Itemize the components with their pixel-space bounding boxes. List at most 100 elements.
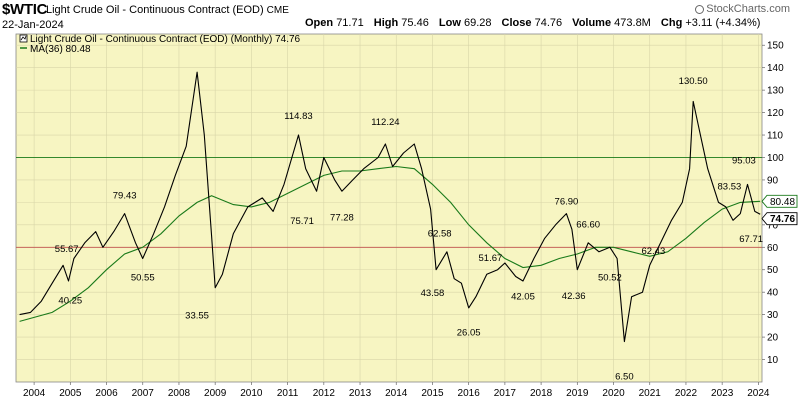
legend: Light Crude Oil - Continuous Contract (E… <box>19 34 301 55</box>
price-label: 83.53 <box>718 181 742 192</box>
price-label: 6.50 <box>615 371 634 382</box>
volume-label: Volume <box>572 17 612 29</box>
price-label: 50.55 <box>131 273 155 284</box>
price-labels: 55.67 40.25 79.43 50.55 33.55 114.83 75.71 77.2… <box>55 76 763 382</box>
legend-price-text: Light Crude Oil - Continuous Contract (E… <box>30 34 301 45</box>
y-tick-label: 10 <box>767 355 779 366</box>
close-value: 74.76 <box>534 17 563 29</box>
y-tick-label: 120 <box>767 108 784 119</box>
x-tick-label: 2023 <box>711 388 734 399</box>
symbol: $WTIC <box>2 1 48 18</box>
contract-description: Light Crude Oil - Continuous Contract (E… <box>46 4 289 16</box>
ma-price-tag-box <box>761 194 798 208</box>
x-tick-label: 2022 <box>675 388 698 399</box>
price-label: 62.58 <box>428 228 452 239</box>
high-label: High <box>373 17 399 29</box>
x-tick-label: 2021 <box>639 388 662 399</box>
x-tick-label: 2017 <box>494 388 517 399</box>
price-label: 43.58 <box>421 288 445 299</box>
price-label: 77.28 <box>330 212 354 223</box>
y-tick-label: 150 <box>767 41 784 52</box>
y-tick-label: 40 <box>767 288 779 299</box>
y-tick-label: 60 <box>767 243 779 254</box>
legend-price-icon <box>20 35 27 41</box>
x-tick-label: 2018 <box>530 388 553 399</box>
y-tick-label: 140 <box>767 63 784 74</box>
legend-price: Light Crude Oil - Continuous Contract (E… <box>19 34 301 45</box>
volume-value: 473.8M <box>614 17 651 29</box>
price-label: 75.71 <box>290 216 314 227</box>
close-label: Close <box>501 17 532 29</box>
series-layer <box>19 71 761 343</box>
date: 22-Jan-2024 <box>2 19 64 31</box>
y-tick-label: 90 <box>767 175 779 186</box>
x-tick-label: 2015 <box>421 388 444 399</box>
description-text: Light Crude Oil - Continuous Contract (E… <box>46 4 264 16</box>
ma-price-tag-text: 80.48 <box>770 197 795 208</box>
legend-price-swatch <box>19 34 28 43</box>
price-label: 42.05 <box>511 292 535 303</box>
logo-icon <box>695 5 705 14</box>
x-tick-label: 2006 <box>95 388 118 399</box>
x-tick-label: 2024 <box>747 388 770 399</box>
horizontal-reference-lines <box>16 157 762 248</box>
price-label: 76.90 <box>555 196 579 207</box>
x-tick-label: 2016 <box>458 388 481 399</box>
x-tick-label: 2014 <box>385 388 408 399</box>
price-line <box>19 71 761 343</box>
x-axis: 2004 2005 2006 2007 2008 2009 2010 2011 2012 2013… <box>23 382 770 399</box>
last-price-tag-text: 74.76 <box>770 214 795 225</box>
price-label: 79.43 <box>113 191 137 202</box>
last-price-tag-box <box>761 212 798 226</box>
plot-area <box>15 33 763 383</box>
low-label: Low <box>438 17 461 29</box>
y-tick-label: 20 <box>767 333 779 344</box>
open-value: 71.71 <box>336 17 364 29</box>
price-label: 26.05 <box>457 328 481 339</box>
brand-text: StockCharts.com <box>706 3 790 15</box>
x-tick-label: 2008 <box>168 388 191 399</box>
x-tick-label: 2020 <box>602 388 625 399</box>
y-tick-label: 110 <box>767 131 783 142</box>
price-label: 67.71 <box>739 234 763 245</box>
low-value: 69.28 <box>463 17 492 29</box>
brand[interactable]: StockCharts.com <box>695 3 790 15</box>
x-tick-label: 2004 <box>23 388 46 399</box>
y-tick-label: 30 <box>767 310 779 321</box>
y-tick-label: 130 <box>767 86 784 97</box>
x-tick-label: 2010 <box>240 388 263 399</box>
price-tags: 80.48 74.76 <box>761 194 798 226</box>
price-label: 95.03 <box>732 156 756 167</box>
chg-value: +3.11 (+4.34%) <box>685 17 761 29</box>
open-label: Open <box>305 17 334 29</box>
y-tick-label: 100 <box>767 153 784 164</box>
price-label: 55.67 <box>55 244 79 255</box>
x-tick-label: 2012 <box>313 388 336 399</box>
x-tick-label: 2011 <box>277 388 299 399</box>
legend-ma-text: MA(36) 80.48 <box>30 44 91 55</box>
price-label: 50.52 <box>598 273 622 284</box>
quote-stats: Open 71.71 High 75.46 Low 69.28 Close 74… <box>305 17 767 29</box>
price-label: 40.25 <box>58 296 82 307</box>
y-tick-label: 50 <box>767 265 779 276</box>
exchange: CME <box>266 5 289 16</box>
x-tick-label: 2013 <box>349 388 372 399</box>
price-label: 66.60 <box>576 219 600 230</box>
price-label: 42.36 <box>562 291 586 302</box>
price-label: 114.83 <box>284 111 312 122</box>
chg-label: Chg <box>660 17 683 29</box>
chart-header: $WTIC Light Crude Oil - Continuous Contr… <box>0 0 800 34</box>
price-label: 130.50 <box>679 76 708 87</box>
x-tick-label: 2007 <box>132 388 155 399</box>
legend-ma: MA(36) 80.48 <box>20 44 91 55</box>
price-label: 33.55 <box>185 311 209 322</box>
x-tick-label: 2019 <box>566 388 589 399</box>
high-value: 75.46 <box>401 17 429 29</box>
x-tick-label: 2009 <box>204 388 227 399</box>
price-label: 51.67 <box>479 253 503 264</box>
price-label: 62.43 <box>641 246 665 257</box>
price-label: 112.24 <box>371 117 399 128</box>
moving-average-line <box>19 165 761 322</box>
x-tick-label: 2005 <box>59 388 82 399</box>
